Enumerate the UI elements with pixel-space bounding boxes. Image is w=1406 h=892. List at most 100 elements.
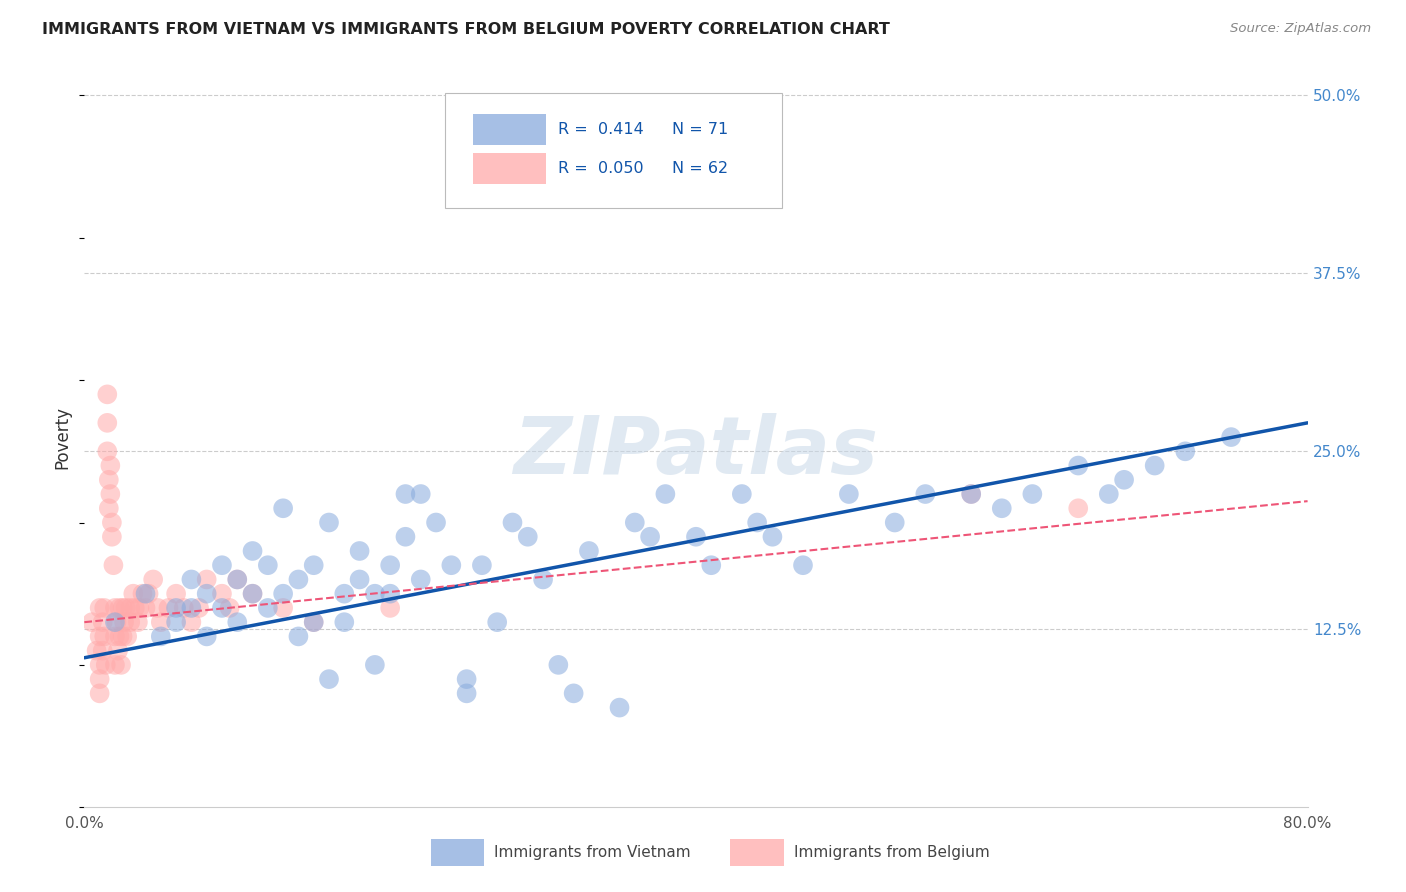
Text: Immigrants from Vietnam: Immigrants from Vietnam (494, 845, 690, 860)
Point (80, 615, 103, 630)
Point (180, 573, 202, 587)
Point (302, 558, 325, 573)
FancyBboxPatch shape (446, 93, 782, 208)
Point (108, 629, 131, 643)
Point (98, 458, 121, 473)
Point (271, 601, 294, 615)
Point (516, 530, 538, 544)
Point (226, 615, 249, 630)
Point (685, 530, 707, 544)
Point (349, 573, 371, 587)
Point (218, 601, 240, 615)
Point (101, 530, 124, 544)
Point (97, 473, 120, 487)
Point (747, 516, 769, 530)
Point (165, 587, 187, 601)
Point (242, 544, 264, 558)
Point (138, 587, 160, 601)
Point (165, 601, 187, 615)
Point (211, 587, 233, 601)
Point (115, 629, 138, 643)
Point (211, 601, 233, 615)
Point (149, 629, 172, 643)
Point (131, 587, 153, 601)
Point (104, 657, 127, 672)
Point (456, 672, 478, 686)
FancyBboxPatch shape (474, 153, 546, 184)
Point (89, 672, 111, 686)
Point (96, 416, 118, 430)
Point (211, 558, 233, 573)
Point (173, 601, 195, 615)
Point (96, 387, 118, 401)
Point (547, 657, 569, 672)
Point (914, 487, 936, 501)
Point (761, 530, 783, 544)
Point (1067, 458, 1090, 473)
Point (271, 501, 294, 516)
Point (1143, 458, 1166, 473)
Point (103, 558, 125, 573)
Point (120, 615, 142, 630)
Point (654, 487, 676, 501)
Point (91, 615, 114, 630)
Point (149, 615, 172, 630)
Point (456, 686, 478, 700)
Point (380, 558, 402, 573)
Point (104, 601, 127, 615)
Text: ZIPatlas: ZIPatlas (513, 413, 879, 491)
Point (302, 615, 325, 630)
Y-axis label: Poverty: Poverty (53, 406, 72, 468)
Point (135, 587, 157, 601)
Point (165, 615, 187, 630)
Point (122, 587, 145, 601)
Point (93, 601, 115, 615)
Point (1174, 444, 1197, 458)
Point (394, 530, 416, 544)
Point (180, 601, 202, 615)
Point (609, 700, 631, 714)
Point (638, 530, 661, 544)
Point (89, 629, 111, 643)
Point (96, 444, 118, 458)
Text: N = 62: N = 62 (672, 161, 728, 176)
Point (128, 601, 150, 615)
Point (349, 544, 371, 558)
Text: Immigrants from Belgium: Immigrants from Belgium (794, 845, 990, 860)
Point (114, 601, 136, 615)
Point (91, 643, 114, 657)
Point (578, 544, 600, 558)
Point (105, 615, 128, 630)
Point (318, 672, 340, 686)
Point (226, 573, 249, 587)
Point (486, 615, 509, 630)
Point (195, 587, 218, 601)
Point (883, 516, 905, 530)
Point (440, 558, 463, 573)
Point (991, 501, 1014, 516)
Text: R =  0.050: R = 0.050 (558, 161, 644, 176)
Point (86, 643, 108, 657)
Point (135, 601, 157, 615)
Point (333, 587, 356, 601)
Point (142, 573, 165, 587)
Point (107, 643, 129, 657)
Point (562, 686, 585, 700)
Point (425, 516, 447, 530)
Point (409, 573, 432, 587)
Point (180, 615, 202, 630)
Point (287, 573, 309, 587)
Point (195, 629, 218, 643)
Point (333, 615, 356, 630)
Point (531, 573, 554, 587)
Point (98, 487, 121, 501)
Point (960, 487, 983, 501)
Point (380, 601, 402, 615)
Point (1220, 430, 1243, 444)
Point (108, 601, 131, 615)
Point (394, 487, 416, 501)
Point (124, 601, 146, 615)
Point (93, 629, 115, 643)
Point (89, 657, 111, 672)
Point (624, 516, 647, 530)
